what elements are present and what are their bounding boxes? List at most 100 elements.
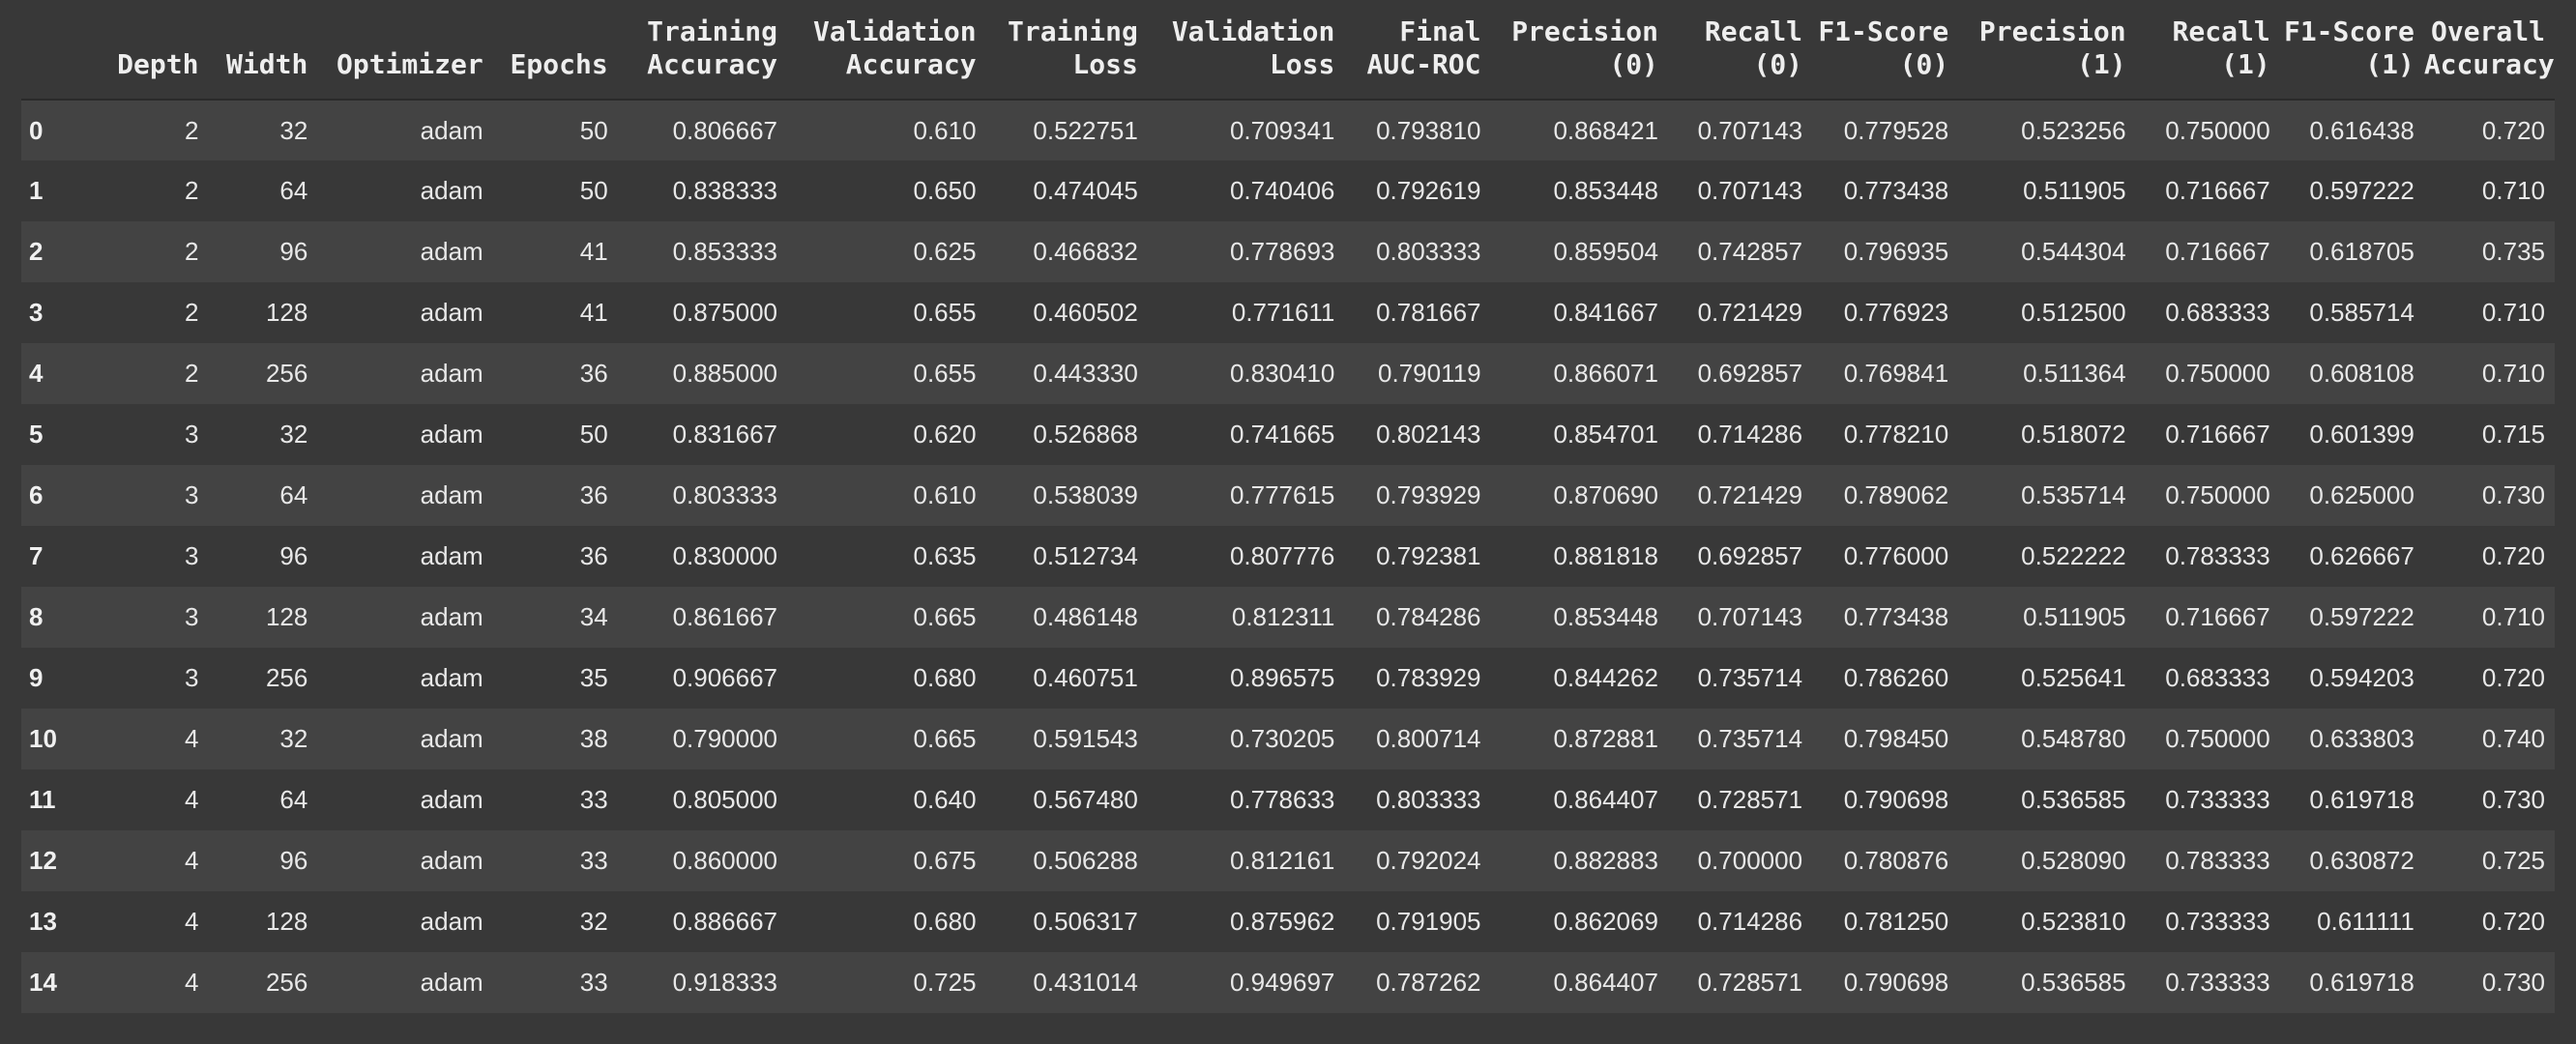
table-cell: 0.792619	[1344, 160, 1491, 221]
column-header: F1-Score (1)	[2283, 15, 2415, 80]
table-row: 4 2 256 adam 36 0.885000 0.655 0.443330 0.830410…	[21, 343, 2555, 404]
table-cell: 0.803333	[617, 465, 788, 526]
table-cell: 0.620	[787, 404, 986, 465]
table-cell: 0.585714	[2279, 282, 2424, 343]
table-cell: 0.525641	[1958, 648, 2136, 709]
column-header: Depth	[117, 48, 199, 80]
table-cell: 0.523810	[1958, 891, 2136, 952]
column-header: Recall (0)	[1704, 15, 1803, 80]
table-cell: 0.769841	[1812, 343, 1959, 404]
table-cell: 0.793929	[1344, 465, 1491, 526]
table-cell: adam	[317, 769, 493, 830]
table-cell: 0.778210	[1812, 404, 1959, 465]
table-cell: 0.721429	[1667, 282, 1813, 343]
table-cell: 0.803333	[1344, 221, 1491, 282]
table-cell: 0.805000	[617, 769, 788, 830]
table-cell: 32	[208, 100, 318, 160]
table-cell: 0.710	[2423, 160, 2555, 221]
table-cell: 0.591543	[985, 709, 1148, 769]
table-cell: 0.728571	[1667, 952, 1813, 1013]
table-cell: 0.443330	[985, 343, 1148, 404]
table-cell: 0.783929	[1344, 648, 1491, 709]
row-index-cell: 12	[21, 830, 102, 891]
table-cell: 0.742857	[1667, 221, 1813, 282]
table-cell: 0.460502	[985, 282, 1148, 343]
table-cell: 0.807776	[1147, 526, 1345, 587]
table-cell: 0.793810	[1344, 100, 1491, 160]
table-cell: 0.730	[2423, 952, 2555, 1013]
table-cell: 0.721429	[1667, 465, 1813, 526]
table-cell: 0.787262	[1344, 952, 1491, 1013]
table-cell: 0.714286	[1667, 404, 1813, 465]
row-index-cell: 7	[21, 526, 102, 587]
table-cell: 0.728571	[1667, 769, 1813, 830]
table-cell: 0.536585	[1958, 769, 2136, 830]
table-cell: 0.725	[2423, 830, 2555, 891]
table-cell: 0.616438	[2279, 100, 2424, 160]
table-cell: 0.714286	[1667, 891, 1813, 952]
table-cell: 0.710	[2423, 343, 2555, 404]
table-row: 7 3 96 adam 36 0.830000 0.635 0.512734 0.807776 0…	[21, 526, 2555, 587]
table-cell: 0.716667	[2135, 221, 2280, 282]
table-cell: 0.773438	[1812, 160, 1959, 221]
table-cell: 0.830000	[617, 526, 788, 587]
table-cell: 0.511905	[1958, 160, 2136, 221]
table-cell: 0.625	[787, 221, 986, 282]
column-header: Training Loss	[1007, 15, 1138, 80]
table-cell: 0.784286	[1344, 587, 1491, 648]
table-cell: 0.789062	[1812, 465, 1959, 526]
table-cell: 0.710	[2423, 282, 2555, 343]
table-cell: 0.707143	[1667, 160, 1813, 221]
table-cell: 4	[101, 891, 209, 952]
row-index-cell: 4	[21, 343, 102, 404]
table-row: 0 2 32 adam 50 0.806667 0.610 0.522751 0.709341 0…	[21, 100, 2555, 160]
table-cell: 0.640	[787, 769, 986, 830]
table-cell: 0.790698	[1812, 952, 1959, 1013]
table-cell: 0.918333	[617, 952, 788, 1013]
table-cell: 0.790000	[617, 709, 788, 769]
table-cell: 0.853448	[1490, 587, 1668, 648]
table-cell: 0.781667	[1344, 282, 1491, 343]
table-cell: 0.683333	[2135, 648, 2280, 709]
table-cell: 34	[492, 587, 618, 648]
table-cell: 0.730205	[1147, 709, 1345, 769]
table-cell: 0.798450	[1812, 709, 1959, 769]
table-cell: 0.740406	[1147, 160, 1345, 221]
table-cell: 0.526868	[985, 404, 1148, 465]
table-cell: 0.841667	[1490, 282, 1668, 343]
header-row: Depth Width Optimizer Epochs Training Accura…	[21, 8, 2555, 100]
table-row: 1 2 64 adam 50 0.838333 0.650 0.474045 0.740406 0…	[21, 160, 2555, 221]
table-cell: 96	[208, 830, 318, 891]
table-cell: 0.812311	[1147, 587, 1345, 648]
table-cell: 38	[492, 709, 618, 769]
table-cell: 0.709341	[1147, 100, 1345, 160]
table-cell: 0.792024	[1344, 830, 1491, 891]
row-index-cell: 3	[21, 282, 102, 343]
table-cell: 0.778633	[1147, 769, 1345, 830]
column-header: Validation Loss	[1171, 15, 1335, 80]
table-cell: 0.707143	[1667, 587, 1813, 648]
table-cell: 0.870690	[1490, 465, 1668, 526]
table-cell: 0.776923	[1812, 282, 1959, 343]
table-cell: 0.619718	[2279, 769, 2424, 830]
table-cell: 0.862069	[1490, 891, 1668, 952]
row-index-cell: 1	[21, 160, 102, 221]
table-cell: 0.881818	[1490, 526, 1668, 587]
table-cell: 0.486148	[985, 587, 1148, 648]
table-cell: 0.776000	[1812, 526, 1959, 587]
table-cell: 0.844262	[1490, 648, 1668, 709]
row-index-cell: 11	[21, 769, 102, 830]
table-cell: adam	[317, 709, 493, 769]
table-cell: 0.715	[2423, 404, 2555, 465]
row-index-cell: 13	[21, 891, 102, 952]
table-cell: 0.720	[2423, 648, 2555, 709]
table-cell: 0.707143	[1667, 100, 1813, 160]
table-cell: 0.875000	[617, 282, 788, 343]
table-cell: 0.655	[787, 282, 986, 343]
table-cell: 0.608108	[2279, 343, 2424, 404]
table-cell: 0.853333	[617, 221, 788, 282]
table-cell: 0.716667	[2135, 587, 2280, 648]
table-row: 3 2 128 adam 41 0.875000 0.655 0.460502 0.771611…	[21, 282, 2555, 343]
column-header: Precision (1)	[1978, 15, 2126, 80]
